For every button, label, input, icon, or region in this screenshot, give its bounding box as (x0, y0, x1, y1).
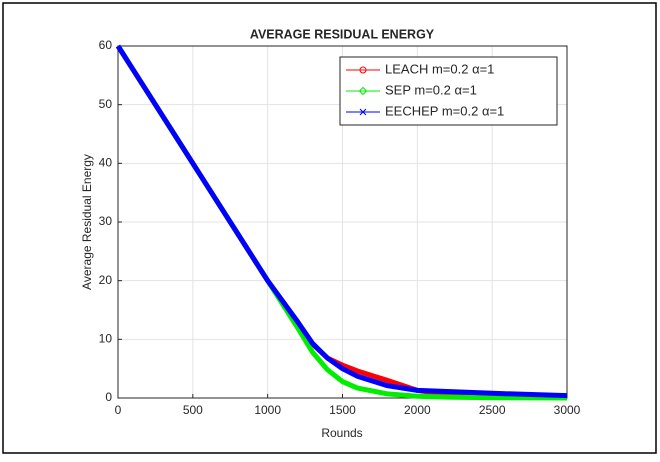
x-tick-label: 2000 (404, 403, 431, 417)
axes-box (117, 45, 568, 399)
x-tick-label: 1000 (254, 403, 281, 417)
y-axis-label: Average Residual Energy (80, 154, 94, 290)
y-tick-label: 30 (99, 214, 113, 228)
y-tick-label: 20 (99, 273, 113, 287)
y-tick-label: 40 (99, 156, 113, 170)
legend-label: LEACH m=0.2 α=1 (385, 61, 494, 76)
series-line (115, 44, 568, 399)
y-tick-label: 0 (105, 390, 112, 404)
legend-marker (358, 86, 368, 96)
x-tick-label: 500 (183, 403, 203, 417)
y-tick-label: 10 (99, 332, 113, 346)
x-tick-label: 2500 (479, 403, 506, 417)
chart-title: AVERAGE RESIDUAL ENERGY (250, 27, 435, 41)
x-tick-label: 3000 (554, 403, 581, 417)
y-tick-label: 60 (99, 38, 113, 52)
legend-marker (359, 108, 367, 116)
y-tick-label: 50 (99, 97, 113, 111)
legend-label: SEP m=0.2 α=1 (385, 82, 477, 97)
legend-label: EECHEP m=0.2 α=1 (385, 103, 504, 118)
x-tick-label: 0 (115, 403, 122, 417)
x-axis-label: Rounds (321, 426, 362, 440)
x-tick-label: 1500 (329, 403, 356, 417)
legend-marker (359, 66, 367, 74)
